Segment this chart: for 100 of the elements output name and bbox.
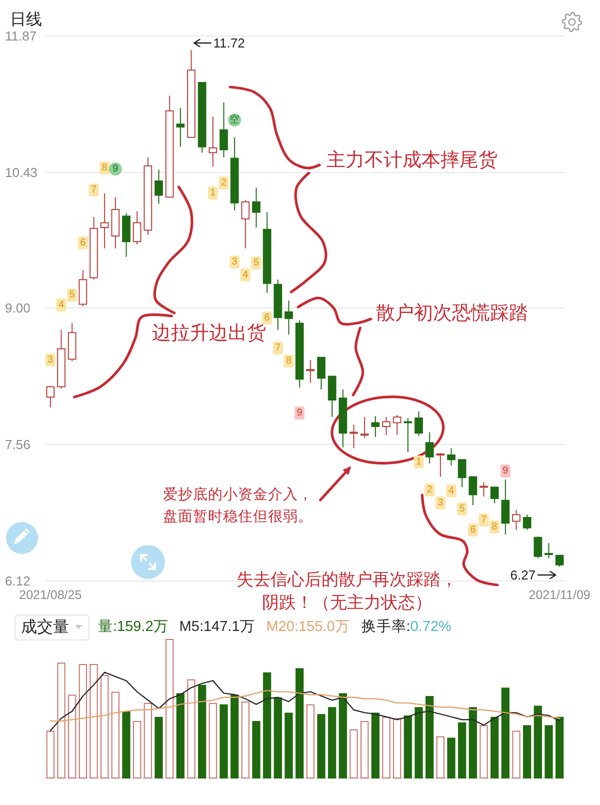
candlestick: [46, 385, 55, 408]
candlestick: [111, 196, 120, 249]
candlestick: [480, 482, 488, 498]
candlestick: [274, 279, 282, 330]
bar: [328, 707, 336, 778]
candlestick: [306, 360, 315, 384]
text: M5:147.1万: [179, 619, 255, 635]
candlestick: [165, 95, 174, 198]
annotation: 边拉升边出货: [152, 322, 266, 344]
annotation: 3: [438, 498, 444, 508]
bar: [534, 706, 542, 778]
bar: [220, 704, 228, 778]
bar: [468, 707, 477, 778]
candlestick: [100, 192, 109, 249]
y-tick-label: 10.43: [5, 164, 38, 180]
y-tick-label: 7.56: [5, 437, 30, 452]
candlestick: [512, 509, 520, 530]
annotation: 6: [470, 524, 476, 536]
bar: [187, 679, 196, 778]
bar: [111, 692, 120, 778]
candlestick: [555, 554, 564, 568]
candlestick: [90, 216, 98, 280]
candlestick: [338, 389, 348, 448]
bar: [263, 672, 272, 778]
candlestick: [154, 169, 163, 204]
candlestick: [132, 210, 142, 246]
bar: [57, 662, 66, 778]
bar: [241, 702, 250, 778]
bar: [176, 693, 184, 778]
candlestick: [122, 212, 130, 258]
candlestick: [57, 329, 66, 390]
y-tick-label: 11.87: [5, 28, 37, 44]
candlestick: [241, 199, 250, 249]
candlestick: [68, 322, 76, 362]
x-tick-label: 2021/08/25: [19, 588, 82, 602]
bar: [68, 694, 76, 778]
bar: [371, 712, 380, 778]
annotation: 失去信心后的散户再次踩踏，阴跌！（无主力状态）: [236, 570, 458, 612]
annotation: 9: [502, 466, 509, 476]
candlestick: [382, 416, 390, 436]
annotation: 11.72: [213, 36, 245, 50]
bar: [338, 693, 347, 778]
bar: [252, 721, 260, 778]
candlestick: [458, 459, 466, 488]
bar: [78, 664, 87, 778]
candlestick: [501, 479, 510, 536]
annotation: 散户初次恐慌踩踏: [376, 302, 528, 324]
bar: [284, 712, 293, 778]
chart-title: 日线: [10, 10, 42, 28]
x-tick-label: 2021/11/09: [528, 588, 590, 602]
candlestick: [425, 432, 434, 464]
bar: [556, 716, 564, 778]
annotation: 爱抄底的小资金介入，盘面暂时稳住但很弱。: [162, 486, 313, 525]
bar: [414, 707, 423, 778]
bar: [360, 721, 369, 778]
candlestick: [404, 417, 412, 453]
candlestick: [468, 476, 478, 506]
candlestick: [198, 82, 206, 154]
candlestick: [144, 156, 152, 236]
bar: [480, 725, 488, 778]
candlestick: [78, 270, 88, 307]
candlestick: [187, 50, 196, 138]
text: 换手率:0.72%: [361, 618, 452, 635]
candlestick: [490, 486, 499, 504]
annotation: 1: [210, 188, 216, 198]
text: M20:155.0万: [266, 619, 350, 635]
bar: [133, 721, 142, 778]
candlestick: [262, 212, 272, 294]
annotation: 4: [242, 270, 249, 280]
candlestick: [220, 102, 228, 158]
candlestick: [176, 108, 185, 148]
bar: [544, 725, 553, 778]
candlestick: [392, 414, 402, 436]
candlestick: [534, 536, 542, 559]
candlestick: [317, 356, 326, 390]
bar: [350, 729, 358, 778]
candlestick: [208, 116, 218, 168]
candlestick: [252, 187, 260, 228]
bar: [393, 718, 402, 778]
bar: [46, 730, 54, 778]
candlestick: [350, 424, 358, 449]
candlestick: [295, 320, 304, 388]
bar: [306, 704, 314, 778]
annotation: 7: [275, 342, 282, 354]
bar: [501, 688, 510, 778]
bar: [198, 684, 206, 778]
candlestick: [371, 416, 380, 438]
chart-title: 成交量: [21, 618, 69, 636]
bar: [512, 730, 520, 778]
annotation: 6: [80, 238, 86, 248]
bar: [154, 716, 163, 778]
bar: [274, 697, 282, 778]
bar: [382, 716, 390, 778]
bar: [122, 711, 130, 778]
bar: [447, 738, 456, 778]
bar: [90, 664, 98, 778]
y-tick-label: 9.00: [5, 300, 30, 316]
y-tick-label: 6.12: [5, 574, 30, 588]
candlestick: [284, 300, 293, 336]
bar: [436, 736, 444, 778]
